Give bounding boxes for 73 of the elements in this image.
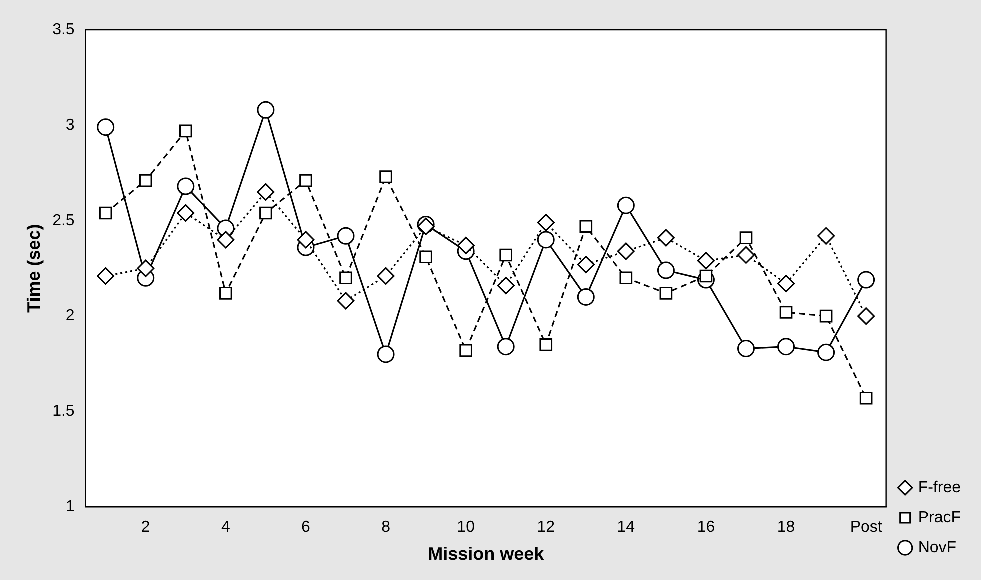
point xyxy=(858,271,876,289)
x-tick-label: 4 xyxy=(221,519,230,536)
point xyxy=(537,214,555,232)
point xyxy=(780,306,793,319)
point xyxy=(577,288,595,306)
point xyxy=(540,338,553,352)
y-tick-label: 2.5 xyxy=(52,212,75,230)
point xyxy=(457,236,475,254)
x-tick-label: 14 xyxy=(617,519,636,536)
point xyxy=(577,256,595,274)
point xyxy=(139,174,152,188)
point xyxy=(420,250,432,264)
point xyxy=(380,170,392,184)
point xyxy=(177,204,195,222)
point xyxy=(377,346,395,364)
point xyxy=(497,338,515,356)
x-tick-label: 8 xyxy=(382,519,391,536)
y-axis-title: Time (sec) xyxy=(24,224,44,313)
point xyxy=(99,206,112,220)
y-tick-label: 1 xyxy=(66,498,75,516)
legend-label: F-free xyxy=(918,479,962,496)
point xyxy=(617,242,635,260)
point xyxy=(260,206,272,220)
point xyxy=(377,267,395,285)
point xyxy=(497,277,515,295)
x-tick-label: 16 xyxy=(697,519,716,536)
x-tick-label: Post xyxy=(850,519,883,536)
point xyxy=(257,184,275,201)
point xyxy=(660,287,673,300)
point xyxy=(737,246,755,264)
point xyxy=(657,262,675,280)
point xyxy=(860,392,873,405)
point xyxy=(858,308,876,326)
point xyxy=(580,220,593,234)
point xyxy=(217,231,235,249)
legend-label: PracF xyxy=(918,509,962,526)
x-tick-label: 2 xyxy=(141,519,150,536)
point xyxy=(220,287,232,300)
x-tick-label: 10 xyxy=(457,519,476,536)
point xyxy=(620,272,633,285)
x-axis-title: Mission week xyxy=(428,544,546,564)
point xyxy=(460,344,472,358)
point xyxy=(340,272,352,285)
legend-label: NovF xyxy=(918,539,957,556)
point xyxy=(179,124,192,138)
point xyxy=(137,260,155,278)
point xyxy=(820,310,833,323)
point xyxy=(97,118,115,136)
point xyxy=(778,275,796,293)
point xyxy=(778,338,796,356)
y-tick-label: 1.5 xyxy=(52,403,75,420)
point xyxy=(818,227,836,245)
point xyxy=(500,248,513,262)
point xyxy=(97,267,115,285)
x-tick-label: 6 xyxy=(302,519,311,536)
point xyxy=(297,231,315,249)
point xyxy=(818,344,836,362)
point xyxy=(697,252,715,270)
point xyxy=(737,340,755,358)
y-tick-label: 3 xyxy=(66,116,75,134)
y-tick-label: 3.5 xyxy=(52,21,75,38)
point xyxy=(300,174,312,188)
point xyxy=(617,196,635,214)
point xyxy=(257,101,275,119)
y-tick-label: 2 xyxy=(66,308,75,325)
point xyxy=(657,229,675,247)
point xyxy=(537,231,555,249)
point xyxy=(177,178,195,196)
point xyxy=(740,232,753,244)
point xyxy=(337,292,355,310)
x-tick-label: 12 xyxy=(537,519,556,536)
point xyxy=(337,227,355,245)
x-tick-label: 18 xyxy=(777,519,796,536)
